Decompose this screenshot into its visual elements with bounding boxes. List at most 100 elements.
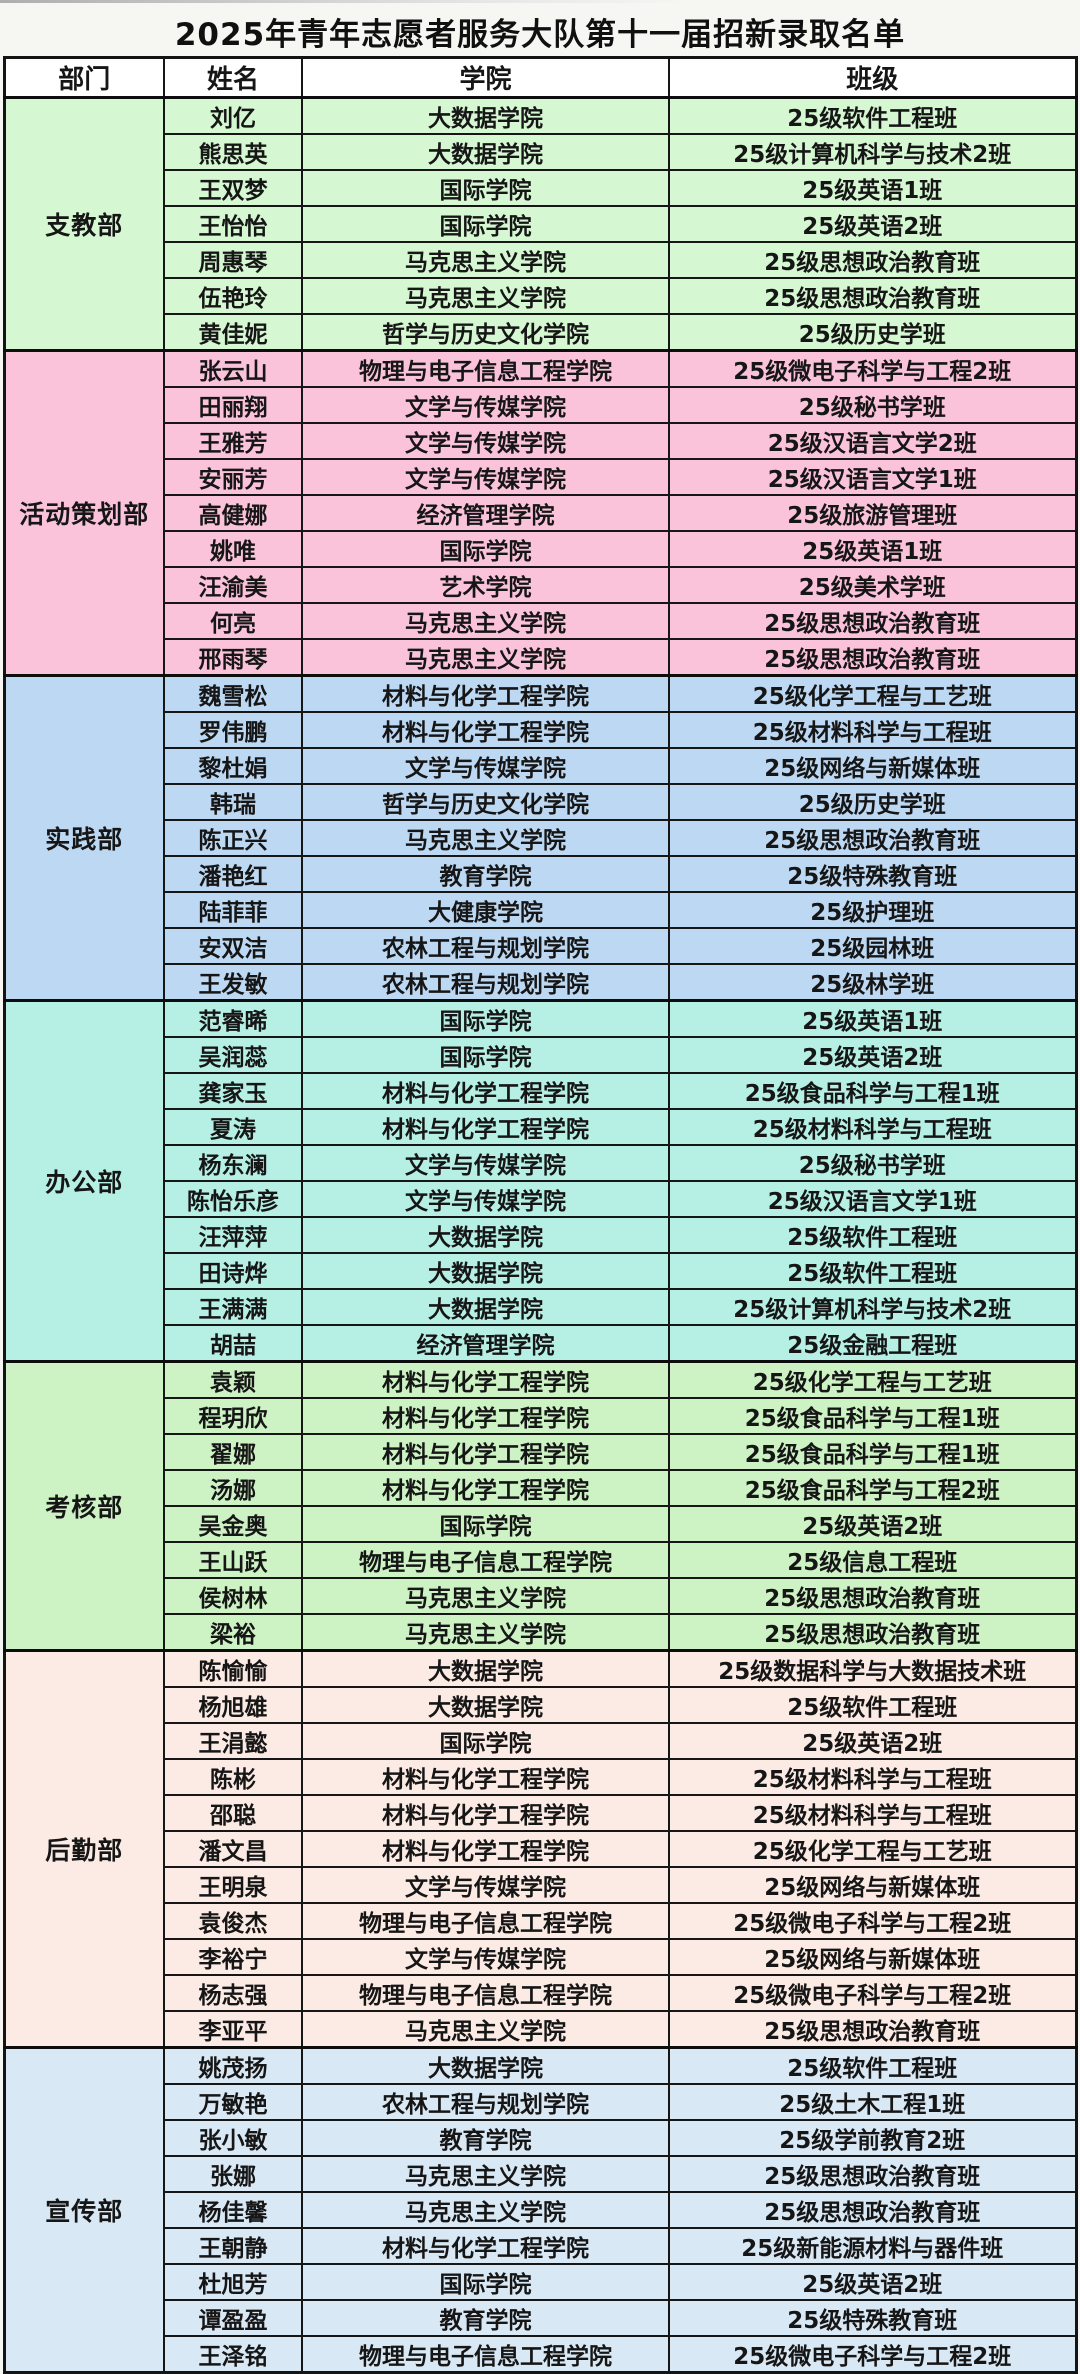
class-cell: 25级材料科学与工程班 xyxy=(668,1758,1077,1796)
member-name-cell: 魏雪松 xyxy=(163,674,303,713)
table-row: 吴金奥 国际学院 25级英语2班 xyxy=(4,1505,1077,1543)
member-name-cell: 姚唯 xyxy=(163,530,303,568)
member-name-cell: 伍艳玲 xyxy=(163,277,303,315)
member-name-cell: 袁俊杰 xyxy=(163,1902,303,1940)
department-cell: 实践部 xyxy=(3,674,165,1002)
class-cell: 25级食品科学与工程1班 xyxy=(668,1433,1077,1471)
college-cell: 文学与传媒学院 xyxy=(301,1144,670,1182)
member-name-cell: 袁颖 xyxy=(163,1360,303,1399)
table-row: 谭盈盈 教育学院 25级特殊教育班 xyxy=(4,2299,1077,2337)
college-cell: 马克思主义学院 xyxy=(301,2191,670,2229)
member-name-cell: 潘文昌 xyxy=(163,1830,303,1868)
member-name-cell: 王发敏 xyxy=(163,963,303,1002)
page-title: 2025年青年志愿者服务大队第十一届招新录取名单 xyxy=(174,17,906,53)
college-cell: 文学与传媒学院 xyxy=(301,1938,670,1976)
member-name-cell: 王怡怡 xyxy=(163,205,303,243)
college-cell: 材料与化学工程学院 xyxy=(301,1433,670,1471)
table-header: 部门 姓名 学院 班级 xyxy=(3,56,1077,99)
class-cell: 25级秘书学班 xyxy=(668,386,1077,424)
member-name-cell: 汤娜 xyxy=(163,1469,303,1507)
college-cell: 国际学院 xyxy=(301,169,670,207)
class-cell: 25级汉语言文学2班 xyxy=(668,422,1077,460)
college-cell: 马克思主义学院 xyxy=(301,602,670,640)
class-cell: 25级英语2班 xyxy=(668,1036,1077,1074)
table-row: 王发敏 农林工程与规划学院 25级林学班 xyxy=(4,963,1077,1002)
class-cell: 25级思想政治教育班 xyxy=(668,638,1077,677)
table-row: 杨志强 物理与电子信息工程学院 25级微电子科学与工程2班 xyxy=(4,1974,1077,2012)
member-name-cell: 何亮 xyxy=(163,602,303,640)
college-cell: 材料与化学工程学院 xyxy=(301,711,670,749)
table-row: 罗伟鹏 材料与化学工程学院 25级材料科学与工程班 xyxy=(4,711,1077,749)
table-row: 支教部 刘亿 大数据学院 25级软件工程班 xyxy=(3,96,1077,352)
college-cell: 国际学院 xyxy=(301,205,670,243)
table-row: 田诗烨 大数据学院 25级软件工程班 xyxy=(4,1252,1077,1290)
class-cell: 25级园林班 xyxy=(668,927,1077,965)
member-name-cell: 杨佳馨 xyxy=(163,2191,303,2229)
college-cell: 马克思主义学院 xyxy=(301,2010,670,2049)
member-name-cell: 陈正兴 xyxy=(163,819,303,857)
class-cell: 25级材料科学与工程班 xyxy=(668,711,1077,749)
table-row: 汤娜 材料与化学工程学院 25级食品科学与工程2班 xyxy=(4,1469,1077,1507)
class-cell: 25级汉语言文学1班 xyxy=(668,458,1077,496)
college-cell: 教育学院 xyxy=(301,2299,670,2337)
class-cell: 25级微电子科学与工程2班 xyxy=(668,1902,1077,1940)
column-header-department: 部门 xyxy=(3,56,165,99)
class-cell: 25级特殊教育班 xyxy=(668,855,1077,893)
college-cell: 国际学院 xyxy=(301,2263,670,2301)
college-cell: 哲学与历史文化学院 xyxy=(301,313,670,352)
table-row: 吴润蕊 国际学院 25级英语2班 xyxy=(4,1036,1077,1074)
college-cell: 农林工程与规划学院 xyxy=(301,963,670,1002)
member-name-cell: 刘亿 xyxy=(163,96,303,135)
member-name-cell: 王涓懿 xyxy=(163,1722,303,1760)
member-name-cell: 吴润蕊 xyxy=(163,1036,303,1074)
member-name-cell: 翟娜 xyxy=(163,1433,303,1471)
college-cell: 文学与传媒学院 xyxy=(301,422,670,460)
member-name-cell: 黄佳妮 xyxy=(163,313,303,352)
table-row: 杨旭雄 大数据学院 25级软件工程班 xyxy=(4,1686,1077,1724)
member-name-cell: 熊思英 xyxy=(163,133,303,171)
class-cell: 25级秘书学班 xyxy=(668,1144,1077,1182)
table-row: 陆菲菲 大健康学院 25级护理班 xyxy=(4,891,1077,929)
recruitment-table-body: 支教部 刘亿 大数据学院 25级软件工程班 熊思英 大数据学院 25级计算机科学与技术2班王… xyxy=(3,96,1077,2374)
table-row: 熊思英 大数据学院 25级计算机科学与技术2班 xyxy=(4,133,1077,171)
member-name-cell: 安双洁 xyxy=(163,927,303,965)
class-cell: 25级思想政治教育班 xyxy=(668,277,1077,315)
class-cell: 25级材料科学与工程班 xyxy=(668,1108,1077,1146)
table-row: 夏涛 材料与化学工程学院 25级材料科学与工程班 xyxy=(4,1108,1077,1146)
member-name-cell: 杨志强 xyxy=(163,1974,303,2012)
member-name-cell: 周惠琴 xyxy=(163,241,303,279)
table-row: 考核部 袁颖 材料与化学工程学院 25级化学工程与工艺班 xyxy=(3,1360,1077,1652)
member-name-cell: 陆菲菲 xyxy=(163,891,303,929)
class-cell: 25级微电子科学与工程2班 xyxy=(668,349,1077,388)
class-cell: 25级软件工程班 xyxy=(668,96,1077,135)
class-cell: 25级思想政治教育班 xyxy=(668,2191,1077,2229)
table-row: 安双洁 农林工程与规划学院 25级园林班 xyxy=(4,927,1077,965)
member-name-cell: 龚家玉 xyxy=(163,1072,303,1110)
table-row: 侯树林 马克思主义学院 25级思想政治教育班 xyxy=(4,1577,1077,1615)
table-row: 高健娜 经济管理学院 25级旅游管理班 xyxy=(4,494,1077,532)
table-row: 李裕宁 文学与传媒学院 25级网络与新媒体班 xyxy=(4,1938,1077,1976)
member-name-cell: 侯树林 xyxy=(163,1577,303,1615)
table-row: 姚唯 国际学院 25级英语1班 xyxy=(4,530,1077,568)
member-name-cell: 杨旭雄 xyxy=(163,1686,303,1724)
college-cell: 材料与化学工程学院 xyxy=(301,1469,670,1507)
table-row: 袁俊杰 物理与电子信息工程学院 25级微电子科学与工程2班 xyxy=(4,1902,1077,1940)
table-row: 杨佳馨 马克思主义学院 25级思想政治教育班 xyxy=(4,2191,1077,2229)
header-row: 部门 姓名 学院 班级 xyxy=(3,56,1077,99)
table-row: 梁裕 马克思主义学院 25级思想政治教育班 xyxy=(4,1613,1077,1652)
table-row: 邵聪 材料与化学工程学院 25级材料科学与工程班 xyxy=(4,1794,1077,1832)
class-cell: 25级土木工程1班 xyxy=(668,2083,1077,2121)
college-cell: 文学与传媒学院 xyxy=(301,1866,670,1904)
member-name-cell: 王双梦 xyxy=(163,169,303,207)
column-header-class: 班级 xyxy=(668,56,1077,99)
table-row: 王满满 大数据学院 25级计算机科学与技术2班 xyxy=(4,1288,1077,1326)
college-cell: 大健康学院 xyxy=(301,891,670,929)
college-cell: 国际学院 xyxy=(301,530,670,568)
college-cell: 大数据学院 xyxy=(301,133,670,171)
college-cell: 大数据学院 xyxy=(301,1649,670,1688)
table-row: 黎杜娟 文学与传媒学院 25级网络与新媒体班 xyxy=(4,747,1077,785)
table-row: 李亚平 马克思主义学院 25级思想政治教育班 xyxy=(4,2010,1077,2049)
table-row: 实践部 魏雪松 材料与化学工程学院 25级化学工程与工艺班 xyxy=(3,674,1077,1002)
table-row: 万敏艳 农林工程与规划学院 25级土木工程1班 xyxy=(4,2083,1077,2121)
table-row: 胡喆 经济管理学院 25级金融工程班 xyxy=(4,1324,1077,1363)
